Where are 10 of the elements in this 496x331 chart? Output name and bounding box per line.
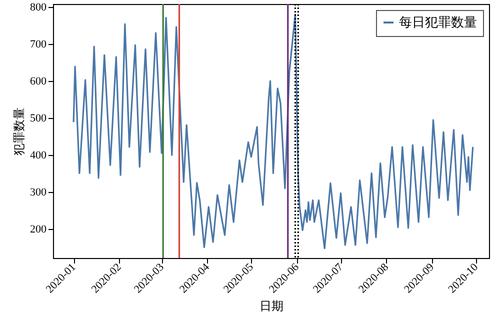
x-axis-title: 日期 (260, 298, 284, 313)
y-tick-label: 400 (30, 150, 47, 162)
y-tick-label: 200 (30, 224, 47, 236)
legend-label: 每日犯罪数量 (399, 14, 477, 30)
y-tick-label: 600 (30, 76, 47, 88)
y-tick-label: 700 (30, 38, 47, 50)
y-tick-label: 800 (30, 1, 47, 14)
y-tick-label: 300 (30, 186, 47, 199)
y-axis-title: 犯罪数量 (12, 108, 26, 156)
y-tick-label: 500 (30, 112, 47, 125)
